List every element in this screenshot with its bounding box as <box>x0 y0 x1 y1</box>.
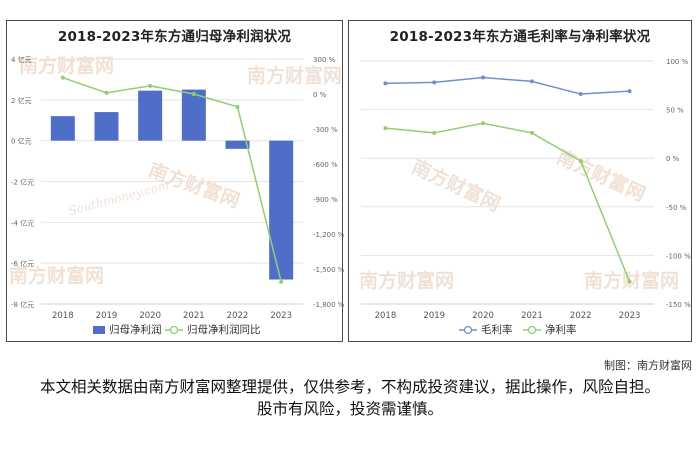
legend-swatch-bar <box>93 326 105 334</box>
y-right-tick-label: 0 % <box>666 155 680 163</box>
x-tick-label: 2021 <box>183 311 205 321</box>
x-tick-label: 2022 <box>227 311 249 321</box>
yoy-point-2018 <box>61 76 65 80</box>
y-right-tick-label: -100 % <box>666 252 691 260</box>
legend-label: 归母净利润同比 <box>187 323 261 336</box>
x-tick-label: 2018 <box>52 311 74 321</box>
x-tick-label: 2023 <box>619 311 641 321</box>
y-left-tick-label: 0 亿元 <box>11 137 32 146</box>
series-1-point-2020 <box>481 121 485 125</box>
y-right-tick-label: -900 % <box>313 196 338 204</box>
series-0-point-2019 <box>432 80 436 84</box>
x-tick-label: 2018 <box>375 311 397 321</box>
yoy-point-2022 <box>236 105 240 109</box>
y-right-tick-label: 300 % <box>313 56 336 64</box>
series-line-0 <box>385 78 629 95</box>
y-right-tick-label: -150 % <box>666 301 691 309</box>
series-1-point-2018 <box>383 126 387 130</box>
disclaimer-text: 本文相关数据由南方财富网整理提供，仅供参考，不构成投资建议，据此操作，风险自担。… <box>40 376 660 420</box>
bar-2019 <box>95 112 119 141</box>
yoy-line <box>63 78 281 282</box>
x-tick-label: 2022 <box>570 311 592 321</box>
y-left-tick-label: -6 亿元 <box>11 259 34 268</box>
chart-credit: 制图：南方财富网 <box>604 357 692 373</box>
yoy-point-2023 <box>279 280 283 284</box>
legend-swatch-marker <box>529 327 536 334</box>
y-right-tick-label: -1,200 % <box>313 231 344 239</box>
x-tick-label: 2019 <box>96 311 118 321</box>
y-right-tick-label: -50 % <box>666 204 687 212</box>
yoy-point-2019 <box>105 91 109 95</box>
series-1-point-2021 <box>530 131 534 135</box>
y-left-tick-label: -8 亿元 <box>11 300 34 309</box>
bar-2021 <box>182 90 206 141</box>
y-right-tick-label: -600 % <box>313 161 338 169</box>
y-right-tick-label: -1,500 % <box>313 266 344 274</box>
bar-2020 <box>138 91 162 141</box>
series-1-point-2023 <box>628 280 632 284</box>
legend-label: 毛利率 <box>481 323 513 336</box>
series-0-point-2023 <box>628 89 632 93</box>
x-tick-label: 2019 <box>423 311 445 321</box>
x-tick-label: 2023 <box>270 311 292 321</box>
y-right-tick-label: -300 % <box>313 126 338 134</box>
x-tick-label: 2020 <box>472 311 494 321</box>
y-left-tick-label: 2 亿元 <box>11 96 32 105</box>
series-line-1 <box>385 123 629 281</box>
margin-chart: 100 % 50 % 0 % -50 % -100 % -150 % 2018 2019 202… <box>349 21 693 343</box>
series-1-point-2019 <box>432 131 436 135</box>
y-left-tick-label: -4 亿元 <box>11 218 34 227</box>
series-0-point-2022 <box>579 92 583 96</box>
legend-label: 归母净利润 <box>109 323 162 336</box>
y-right-tick-label: -1,800 % <box>313 301 344 309</box>
bar-2023 <box>269 141 293 280</box>
y-left-tick-label: -2 亿元 <box>11 178 34 187</box>
legend-label: 净利率 <box>545 323 577 336</box>
yoy-point-2021 <box>192 92 196 96</box>
y-right-tick-label: 100 % <box>666 58 689 66</box>
series-0-point-2021 <box>530 79 534 83</box>
margin-chart-panel: 2018-2023年东方通毛利率与净利率状况 南方财富网 南方财富网 南方财富网… <box>348 20 692 342</box>
series-0-point-2018 <box>383 81 387 85</box>
y-right-tick-label: 0 % <box>313 91 327 99</box>
net-profit-chart: 4 亿元 2 亿元 0 亿元 -2 亿元 -4 亿元 -6 亿元 -8 亿元 300 % 0 %… <box>7 21 344 343</box>
x-tick-label: 2021 <box>521 311 543 321</box>
x-tick-label: 2020 <box>139 311 161 321</box>
yoy-point-2020 <box>148 84 152 88</box>
net-profit-chart-panel: 2018-2023年东方通归母净利润状况 南方财富网 南方财富网 Southmo… <box>6 20 343 342</box>
series-0-point-2020 <box>481 76 485 80</box>
legend-swatch-marker <box>171 327 178 334</box>
legend-swatch-marker <box>465 327 472 334</box>
y-left-tick-label: 4 亿元 <box>11 55 32 64</box>
series-1-point-2022 <box>579 159 583 163</box>
bar-2018 <box>51 116 75 140</box>
y-right-tick-label: 50 % <box>666 107 684 115</box>
